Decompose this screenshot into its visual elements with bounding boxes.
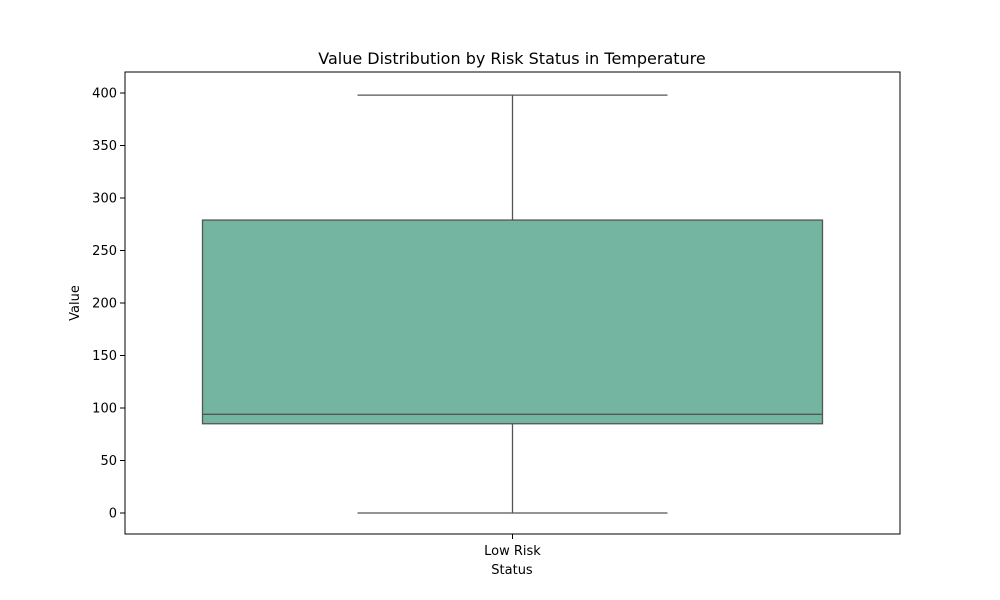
x-axis-label: Status bbox=[491, 563, 533, 578]
x-axis: Low Risk bbox=[484, 534, 541, 559]
y-tick-label: 150 bbox=[92, 349, 117, 364]
y-tick-label: 100 bbox=[92, 402, 117, 417]
y-tick-label: 250 bbox=[92, 244, 117, 259]
y-tick-label: 350 bbox=[92, 139, 117, 154]
box-iqr bbox=[201, 219, 824, 425]
y-tick-label: 400 bbox=[92, 87, 117, 102]
chart-title: Value Distribution by Risk Status in Tem… bbox=[318, 49, 706, 68]
x-tick-label: Low Risk bbox=[484, 544, 541, 559]
box-layer bbox=[201, 94, 824, 514]
y-tick-label: 50 bbox=[100, 454, 117, 469]
plot-area bbox=[124, 71, 901, 535]
y-tick-label: 200 bbox=[92, 297, 117, 312]
y-tick-label: 0 bbox=[109, 507, 117, 522]
y-axis-label: Value bbox=[68, 285, 83, 321]
y-tick-label: 300 bbox=[92, 192, 117, 207]
y-axis: 0 50 100 150 200 250 300 350 400 bbox=[92, 87, 125, 522]
